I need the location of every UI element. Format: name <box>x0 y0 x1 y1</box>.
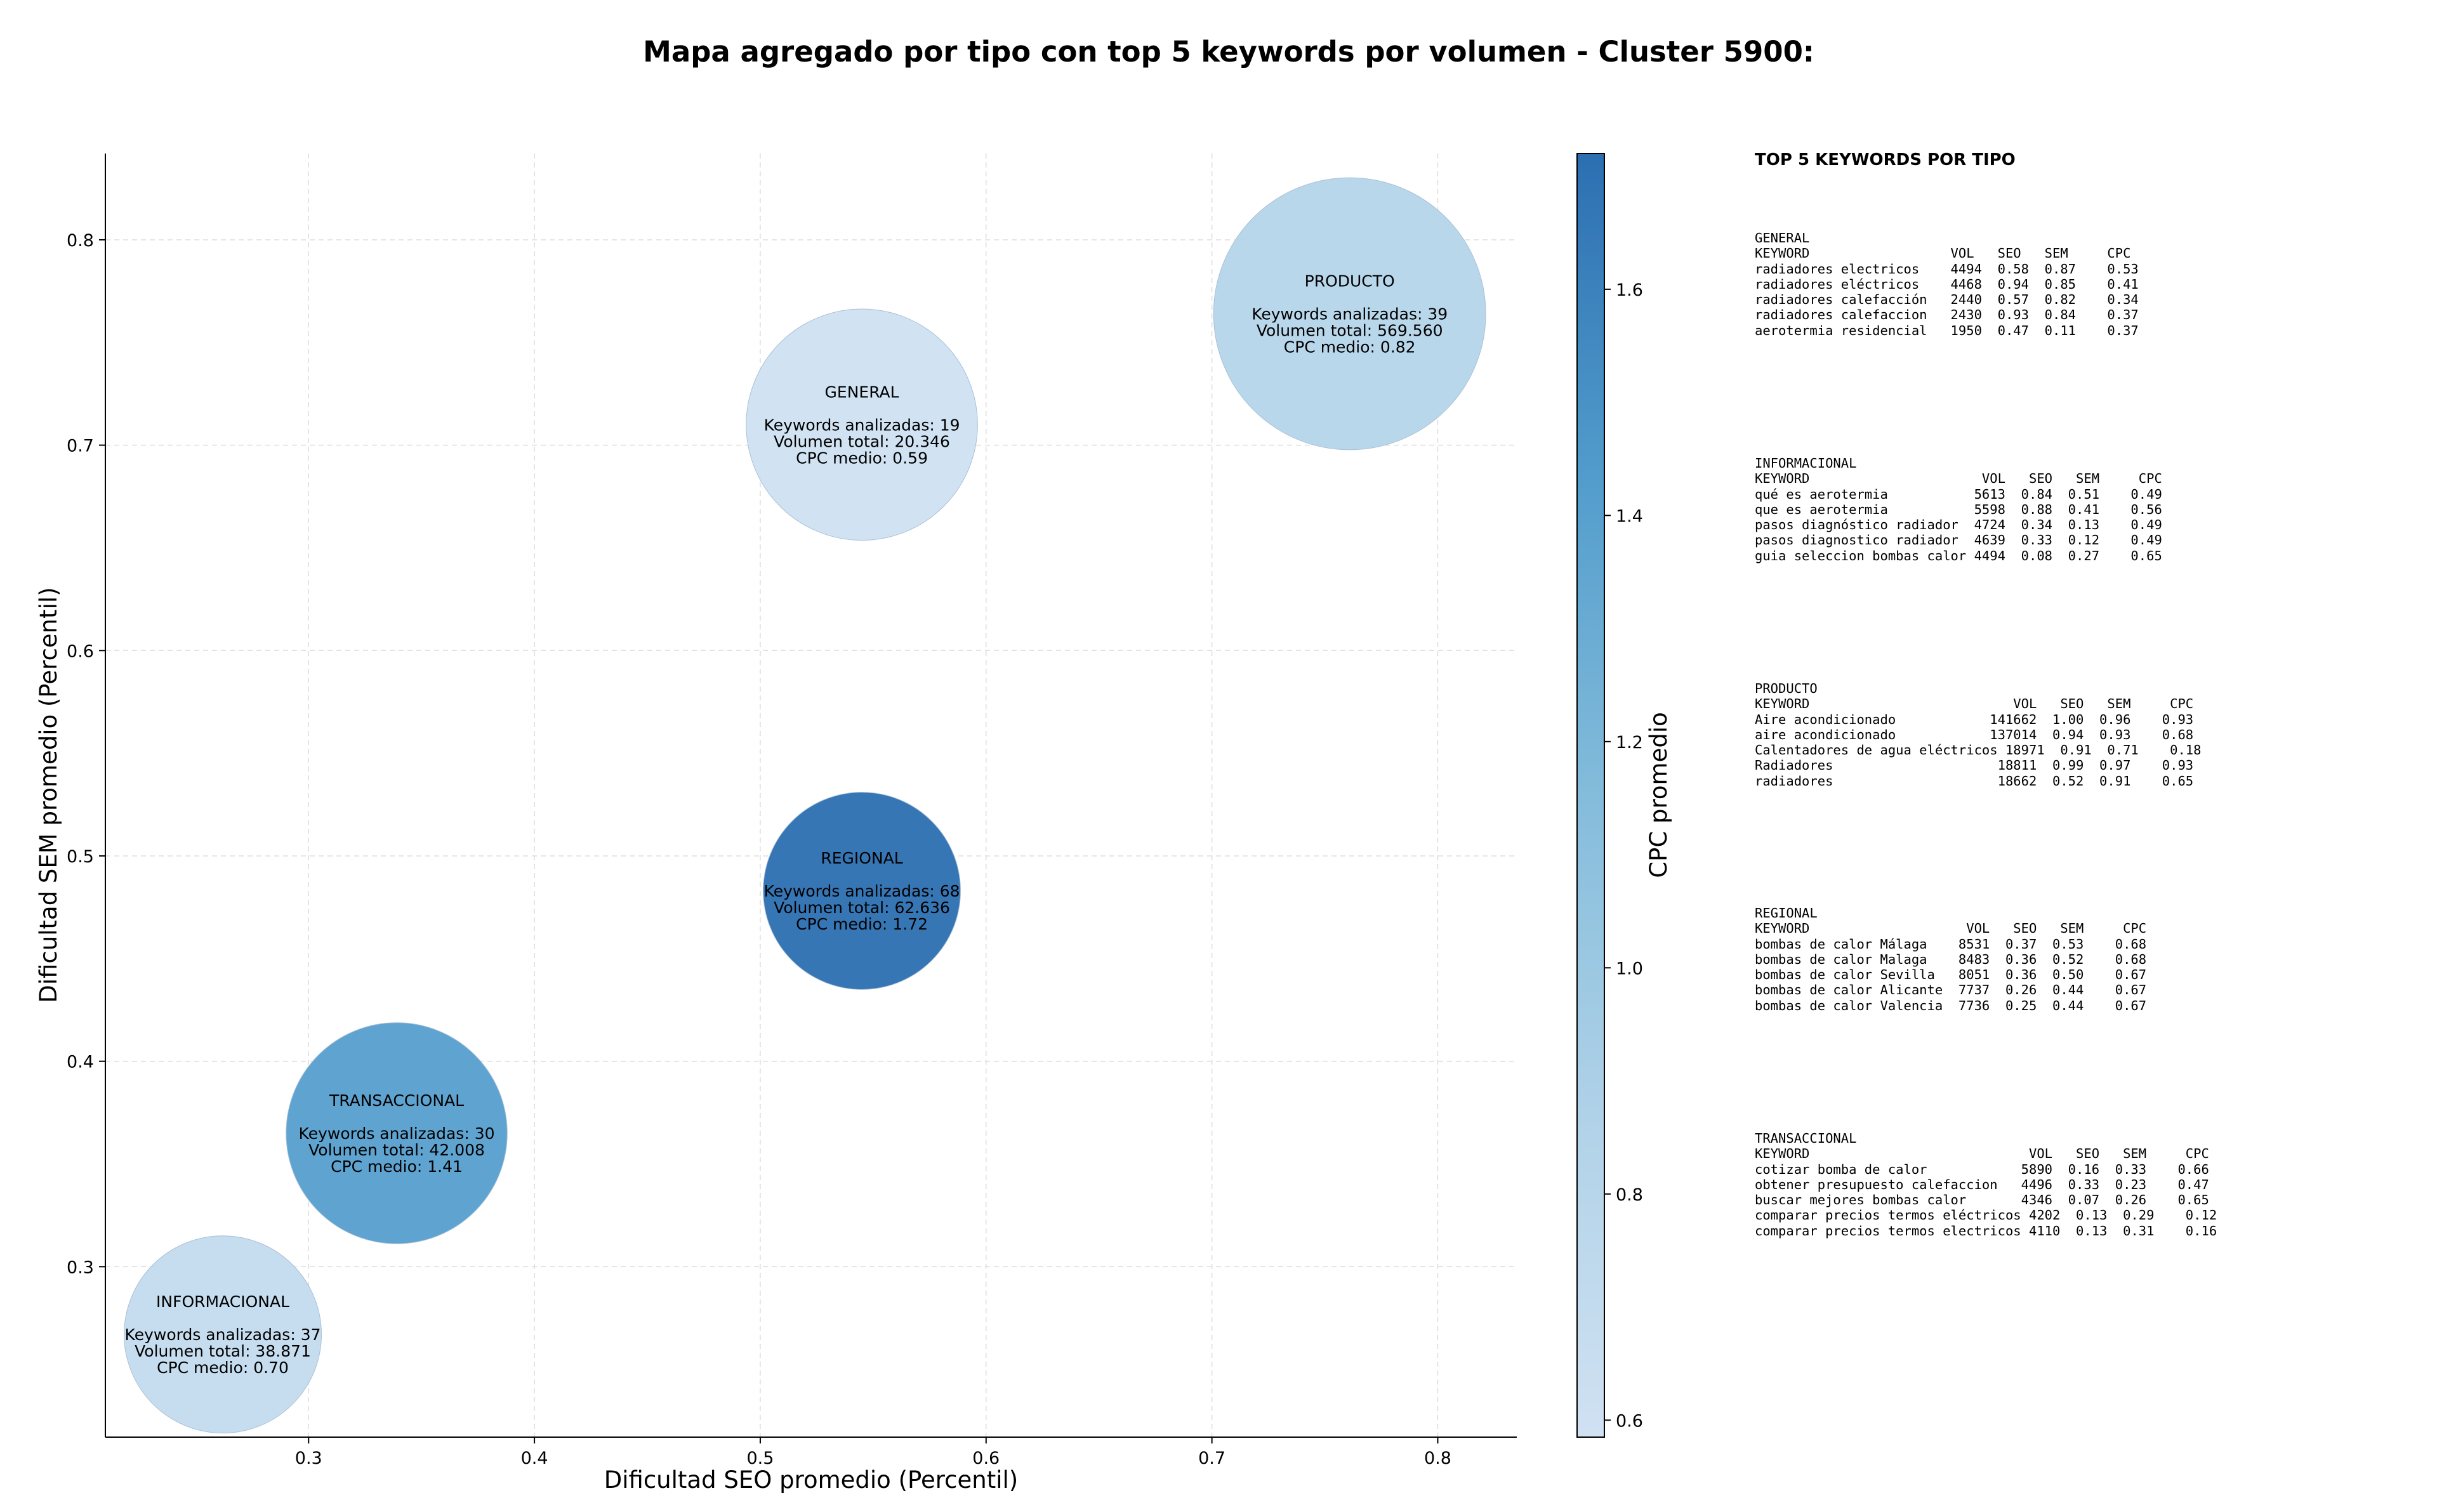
bubble-label-transaccional: TRANSACCIONAL <box>329 1091 464 1110</box>
bubble-label-informacional: INFORMACIONAL <box>156 1292 289 1311</box>
keyword-table-regional: REGIONAL KEYWORD VOL SEO SEM CPC bombas … <box>1755 905 2147 1013</box>
axes: 0.3 0.4 0.5 0.6 0.7 0.8 0.3 0.4 0.5 0.6 0.7 0.8 <box>67 154 1517 1468</box>
colorbar-tick-label: 1.4 <box>1616 506 1643 526</box>
bubble-label-informacional: Volumen total: 38.871 <box>135 1342 311 1360</box>
keyword-panel: TOP 5 KEYWORDS POR TIPO GENERAL KEYWORD … <box>1755 150 2427 1292</box>
bubble-label-informacional: CPC medio: 0.70 <box>157 1358 289 1377</box>
keyword-table-general: GENERAL KEYWORD VOL SEO SEM CPC radiador… <box>1755 230 2139 338</box>
bubble-informacional <box>124 1235 322 1434</box>
y-tick-label: 0.3 <box>67 1258 94 1277</box>
bubble-label-producto: Volumen total: 569.560 <box>1257 321 1443 339</box>
x-tick-label: 0.7 <box>1198 1449 1225 1468</box>
y-tick-label: 0.5 <box>67 847 94 867</box>
x-axis-label: Dificultad SEO promedio (Percentil) <box>604 1466 1018 1494</box>
x-tick-label: 0.4 <box>521 1449 548 1468</box>
bubble-producto <box>1213 177 1486 450</box>
bubble-label-regional: Keywords analizadas: 68 <box>764 882 960 900</box>
colorbar-tick-label: 1.0 <box>1616 959 1643 978</box>
keyword-table-informacional: INFORMACIONAL KEYWORD VOL SEO SEM CPC qu… <box>1755 456 2162 563</box>
colorbar-tick-label: 1.2 <box>1616 733 1643 753</box>
colorbar-tick-label: 0.6 <box>1616 1411 1643 1431</box>
bubble-label-general: GENERAL <box>825 383 899 401</box>
colorbar-ticks: 0.6 0.8 1.0 1.2 1.4 1.6 <box>1604 280 1643 1431</box>
x-tick-label: 0.3 <box>295 1449 322 1468</box>
x-tick-label: 0.5 <box>746 1449 774 1468</box>
bubble-label-transaccional: Keywords analizadas: 30 <box>299 1124 495 1143</box>
bubble-label-general: Volumen total: 20.346 <box>774 432 950 450</box>
chart-title: Mapa agregado por tipo con top 5 keyword… <box>643 35 1814 69</box>
bubble-label-regional: CPC medio: 1.72 <box>796 915 928 933</box>
y-axis-label: Dificultad SEM promedio (Percentil) <box>35 587 62 1003</box>
bubble-label-producto: Keywords analizadas: 39 <box>1252 305 1448 323</box>
keyword-table-producto: PRODUCTO KEYWORD VOL SEO SEM CPC Aire ac… <box>1755 681 2202 789</box>
bubble-label-producto: CPC medio: 0.82 <box>1284 338 1416 356</box>
y-tick-label: 0.6 <box>67 641 94 661</box>
bubble-label-regional: Volumen total: 62.636 <box>774 898 950 917</box>
bubble-regional <box>763 792 961 990</box>
colorbar: 0.6 0.8 1.0 1.2 1.4 1.6 CPC promedio <box>1576 153 1672 1438</box>
panel-heading: TOP 5 KEYWORDS POR TIPO <box>1755 150 2016 169</box>
x-tick-label: 0.6 <box>972 1449 1000 1468</box>
bubble-label-transaccional: CPC medio: 1.41 <box>331 1157 463 1176</box>
y-tick-label: 0.4 <box>67 1053 94 1072</box>
x-tick-label: 0.8 <box>1424 1449 1451 1468</box>
bubble-transaccional <box>286 1022 508 1244</box>
bubble-label-regional: REGIONAL <box>821 849 902 867</box>
y-tick-label: 0.8 <box>67 231 94 251</box>
bubble-label-transaccional: Volumen total: 42.008 <box>308 1141 485 1159</box>
bubble-label-general: CPC medio: 0.59 <box>796 449 928 467</box>
colorbar-label: CPC promedio <box>1645 712 1672 878</box>
y-tick-label: 0.7 <box>67 437 94 456</box>
bubble-label-general: Keywords analizadas: 19 <box>764 416 960 434</box>
colorbar-tick-label: 1.6 <box>1616 280 1643 300</box>
bubble-label-informacional: Keywords analizadas: 37 <box>125 1325 321 1344</box>
colorbar-gradient <box>1576 153 1605 1438</box>
bubble-general <box>746 308 978 541</box>
colorbar-tick-label: 0.8 <box>1616 1185 1643 1205</box>
bubble-label-producto: PRODUCTO <box>1305 272 1395 290</box>
keyword-table-transaccional: TRANSACCIONAL KEYWORD VOL SEO SEM CPC co… <box>1755 1131 2217 1239</box>
bubbles <box>124 177 1486 1434</box>
